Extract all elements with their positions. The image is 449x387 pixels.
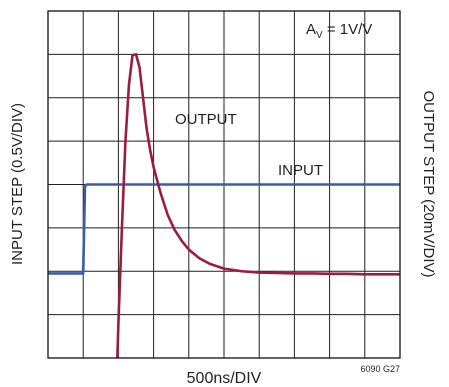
gain-annotation-subscript: V [316, 30, 323, 41]
gain-annotation-a: A [306, 21, 316, 38]
input-series-label: INPUT [278, 162, 323, 179]
series-layer [48, 53, 400, 358]
gain-annotation-rest: = 1V/V [323, 21, 373, 38]
x-axis-label: 500ns/DIV [187, 370, 262, 387]
y-axis-label-right: OUTPUT STEP (20mV/DIV) [420, 91, 437, 278]
output-series-label: OUTPUT [175, 111, 237, 128]
output-series-line [116, 53, 400, 358]
gain-annotation: AV = 1V/V [306, 21, 372, 41]
plot-frame [47, 10, 401, 359]
input-series-line [48, 183, 400, 275]
y-axis-label-left: INPUT STEP (0.5V/DIV) [9, 103, 26, 265]
figure-code: 6090 G27 [360, 364, 400, 374]
